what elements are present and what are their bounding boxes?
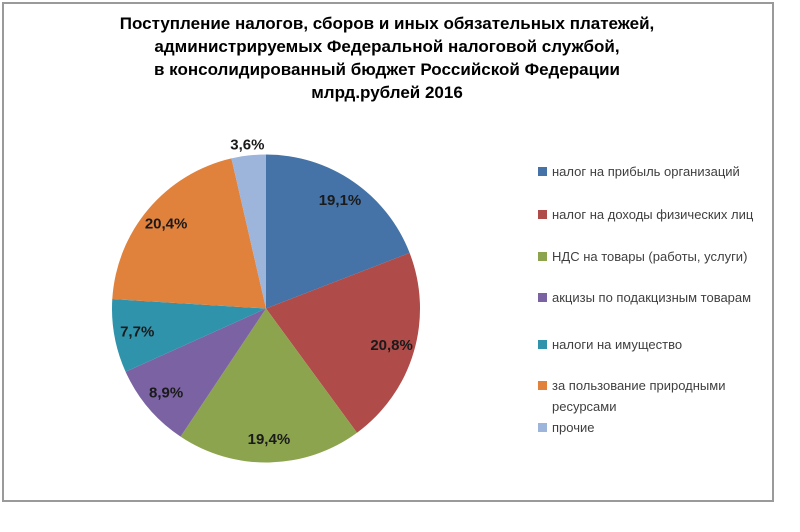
legend-item: за пользование природными ресурсами [538, 375, 766, 417]
legend-marker-icon [538, 340, 547, 349]
pie-slice [125, 308, 266, 437]
legend-marker-icon [538, 167, 547, 176]
legend-item: налог на доходы физических лиц [538, 204, 766, 225]
pie-slice-percent-label: 8,9% [149, 385, 183, 402]
legend-item: НДС на товары (работы, услуги) [538, 246, 766, 267]
pie-slice [112, 299, 266, 372]
chart-title-line: Поступление налогов, сборов и иных обяза… [119, 14, 655, 33]
legend-marker-icon [538, 293, 547, 302]
chart-title-line: администрируемых Федеральной налоговой с… [154, 37, 620, 56]
legend-label: налог на прибыль организаций [552, 164, 740, 179]
pie-slice [180, 308, 357, 463]
legend-marker-icon [538, 381, 547, 390]
legend-item: налоги на имущество [538, 334, 766, 355]
pie-slice-percent-label: 19,1% [319, 192, 362, 209]
legend-label: налог на доходы физических лиц [552, 207, 754, 222]
pie-slice-percent-label: 7,7% [120, 324, 154, 341]
pie-slice-percent-label: 3,6% [230, 136, 264, 153]
legend-label: акцизы по подакцизным товарам [552, 290, 752, 305]
legend-label: прочие [552, 420, 595, 435]
chart-title: Поступление налогов, сборов и иных обяза… [2, 12, 772, 104]
pie-slice-percent-label: 19,4% [248, 431, 291, 448]
chart-legend: налог на прибыль организаций налог на дох… [538, 0, 770, 532]
pie-slice [266, 154, 410, 309]
chart-title-line: в консолидированный бюджет Российской Фе… [154, 60, 620, 79]
pie-slice [231, 154, 266, 309]
legend-label: налоги на имущество [552, 337, 683, 352]
pie-slice-percent-label: 20,4% [145, 215, 188, 232]
legend-marker-icon [538, 210, 547, 219]
legend-item: акцизы по подакцизным товарам [538, 287, 766, 308]
pie-slice [112, 158, 266, 309]
legend-label: НДС на товары (работы, услуги) [552, 249, 748, 264]
pie-slice-percent-label: 20,8% [370, 337, 413, 354]
legend-item: налог на прибыль организаций [538, 161, 766, 182]
legend-label: за пользование природными ресурсами [552, 378, 726, 414]
chart-title-line: млрд.рублей 2016 [311, 83, 463, 102]
legend-marker-icon [538, 252, 547, 261]
pie-slice [266, 252, 421, 433]
legend-item: прочие [538, 417, 766, 438]
legend-marker-icon [538, 423, 547, 432]
